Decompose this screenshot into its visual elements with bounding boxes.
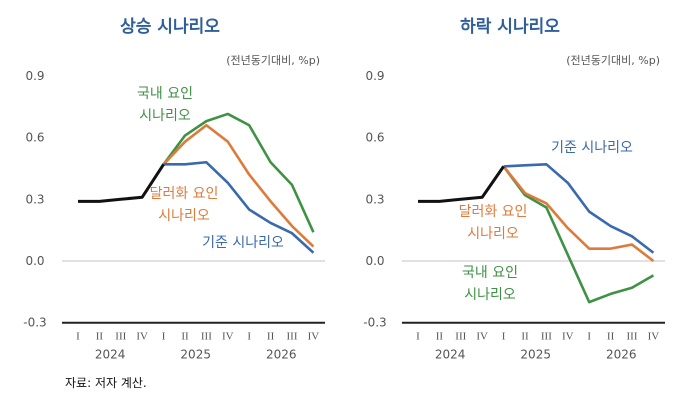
- chart-panel-downside: 하락 시나리오 (전년동기대비, %p) 0.9 0.6 0.3 0.0 -0.3 I II…: [340, 0, 680, 380]
- series-line-dollar: [502, 165, 655, 263]
- year-label: 2025: [520, 348, 551, 362]
- x-tick-label: IV: [308, 331, 320, 343]
- unit-label: (전년동기대비, %p): [226, 54, 320, 67]
- year-label: 2026: [606, 348, 637, 362]
- chart-title: 하락 시나리오: [460, 17, 560, 37]
- x-tick-label: I: [162, 331, 166, 343]
- series-line-baseline: [163, 160, 315, 254]
- x-tick-label: III: [455, 331, 466, 343]
- y-tick-label: 0.0: [365, 254, 384, 268]
- line-chart-downside: 0.90.60.30.0-0.3I II III IV I II III IV I II III IV…: [363, 69, 665, 362]
- x-tick-label: II: [267, 331, 275, 343]
- annotation-domestic: 시나리오: [139, 108, 191, 124]
- annotation-dollar: 시나리오: [158, 208, 210, 224]
- x-tick-label: IV: [476, 331, 488, 343]
- x-tick-label: IV: [648, 331, 660, 343]
- unit-label: (전년동기대비, %p): [566, 54, 660, 67]
- year-label: 2025: [180, 348, 211, 362]
- year-label: 2024: [435, 348, 466, 362]
- x-tick-label: II: [521, 331, 529, 343]
- annotation-dollar: 시나리오: [467, 226, 519, 242]
- x-tick-label: IV: [562, 331, 574, 343]
- year-label: 2026: [266, 348, 297, 362]
- series-line-history: [418, 165, 505, 203]
- source-note: 자료: 저자 계산.: [65, 376, 147, 390]
- y-tick-label: 0.3: [365, 192, 384, 206]
- line-chart-upside: 0.90.60.30.0-0.3I II III IV I II III IV I II III IV…: [23, 69, 325, 362]
- x-tick-label: I: [587, 331, 591, 343]
- chart-title: 상승 시나리오: [120, 17, 220, 37]
- x-tick-label: II: [607, 331, 615, 343]
- annotation-domestic: 시나리오: [464, 287, 516, 303]
- y-tick-label: 0.6: [365, 131, 384, 145]
- series-line-baseline: [503, 163, 655, 254]
- chart-panel-upside: 상승 시나리오 (전년동기대비, %p) 0.9 0.6 0.3 0.0 -0.3 I II…: [0, 0, 340, 380]
- x-tick-label: III: [201, 331, 212, 343]
- y-tick-label: -0.3: [23, 316, 46, 330]
- x-tick-label: IV: [136, 331, 148, 343]
- x-tick-label: IV: [222, 331, 234, 343]
- y-tick-label: 0.0: [25, 254, 44, 268]
- x-tick-label: III: [287, 331, 298, 343]
- annotation-baseline: 기준 시나리오: [202, 235, 284, 251]
- x-tick-label: II: [181, 331, 189, 343]
- y-tick-label: 0.6: [25, 131, 44, 145]
- x-tick-label: I: [416, 331, 420, 343]
- x-tick-label: I: [76, 331, 80, 343]
- annotation-dollar: 달러화 요인: [150, 186, 219, 202]
- series-line-domestic: [502, 165, 655, 304]
- x-tick-label: III: [541, 331, 552, 343]
- x-tick-label: III: [115, 331, 126, 343]
- y-tick-label: 0.3: [25, 192, 44, 206]
- year-label: 2024: [95, 348, 126, 362]
- y-tick-label: -0.3: [363, 316, 386, 330]
- x-tick-label: II: [96, 331, 104, 343]
- series-line-domestic: [162, 112, 315, 233]
- series-line-dollar: [162, 123, 315, 248]
- x-tick-label: III: [627, 331, 638, 343]
- annotation-baseline: 기준 시나리오: [551, 140, 633, 156]
- annotation-dollar: 달러화 요인: [459, 204, 528, 220]
- x-tick-label: I: [502, 331, 506, 343]
- x-tick-label: I: [247, 331, 251, 343]
- annotation-domestic: 국내 요인: [137, 86, 193, 102]
- x-tick-label: II: [436, 331, 444, 343]
- y-tick-label: 0.9: [25, 69, 44, 83]
- annotation-domestic: 국내 요인: [462, 265, 518, 281]
- y-tick-label: 0.9: [365, 69, 384, 83]
